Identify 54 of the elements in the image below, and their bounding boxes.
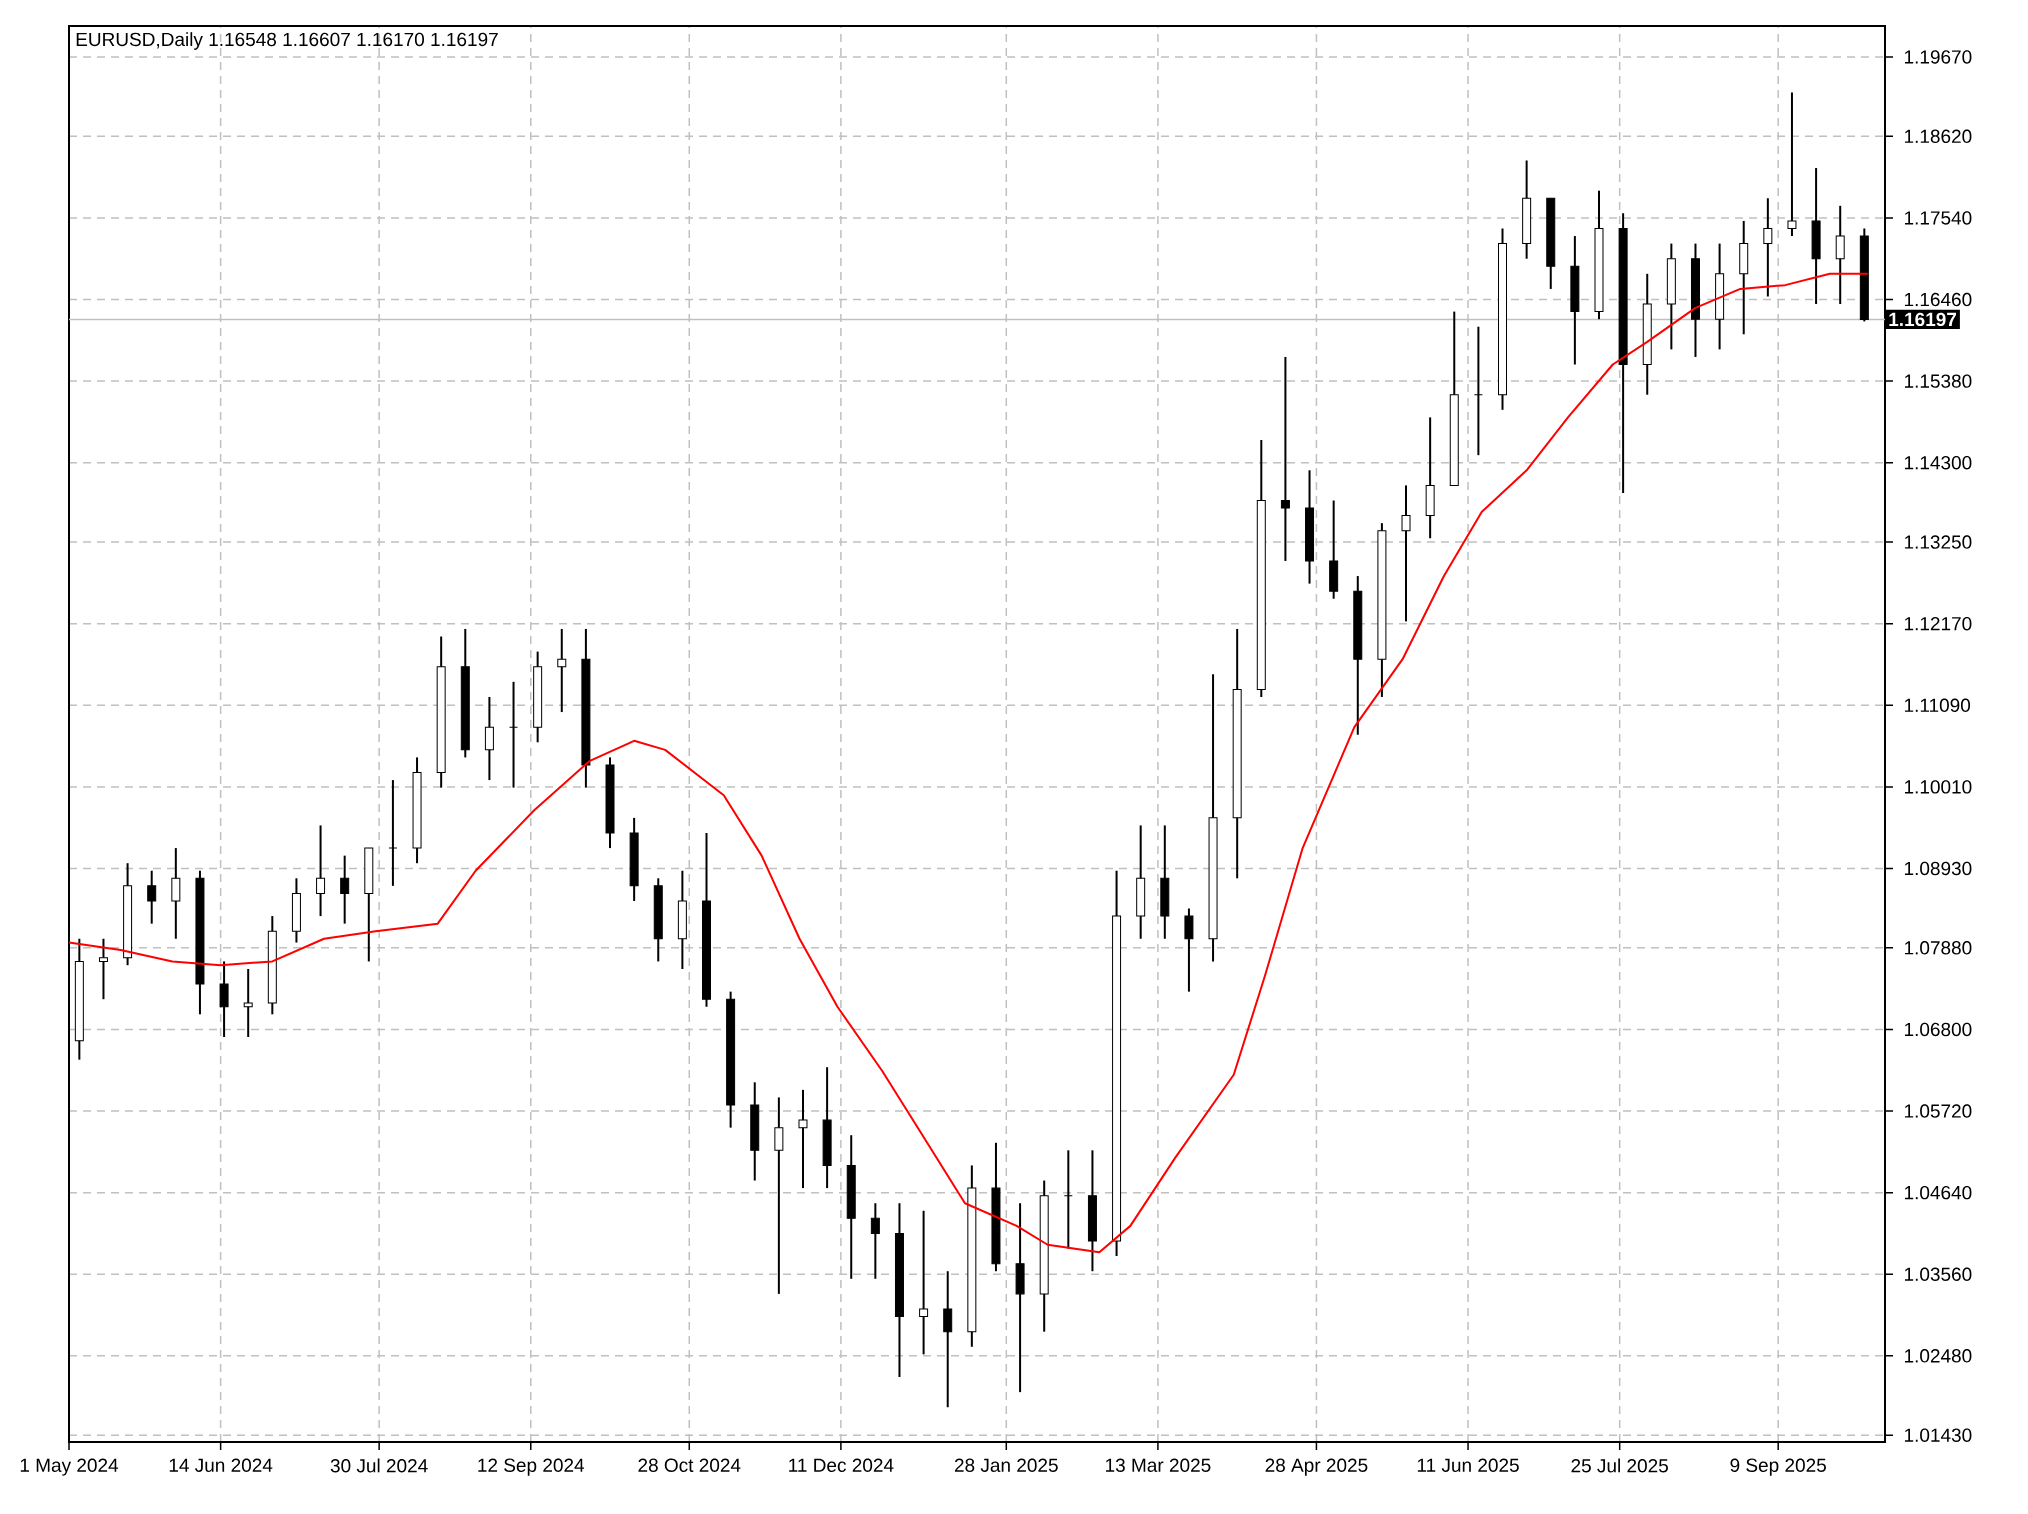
y-tick-label: 1.12170 bbox=[1904, 616, 1972, 631]
candlestick bbox=[1184, 907, 1194, 993]
candlestick bbox=[219, 960, 229, 1038]
x-tick-label: 14 Jun 2024 bbox=[169, 1458, 273, 1472]
ref-line-label: 1.16197 bbox=[1889, 312, 1957, 327]
y-tick-label: 1.15380 bbox=[1904, 374, 1972, 388]
x-tick-label: 25 Jul 2025 bbox=[1571, 1458, 1668, 1473]
y-tick-label: 1.11090 bbox=[1904, 698, 1971, 712]
candlestick bbox=[1401, 484, 1411, 623]
x-tick-label: 9 Sep 2025 bbox=[1730, 1458, 1826, 1476]
y-tick-label: 1.10010 bbox=[1904, 780, 1972, 794]
candlestick bbox=[484, 695, 494, 782]
y-tick-label: 1.17540 bbox=[1904, 211, 1972, 225]
y-tick-label: 1.01430 bbox=[1904, 1428, 1972, 1442]
candlestick bbox=[98, 937, 108, 1001]
y-tick-label: 1.07880 bbox=[1904, 941, 1972, 955]
y-tick-label: 1.18620 bbox=[1904, 129, 1972, 144]
y-tick-label: 1.19670 bbox=[1904, 50, 1972, 64]
candlestick bbox=[1787, 91, 1797, 238]
candlestick bbox=[1280, 355, 1290, 562]
y-tick-label: 1.04640 bbox=[1904, 1185, 1972, 1200]
candlestick bbox=[557, 627, 567, 714]
y-tick-label: 1.06800 bbox=[1904, 1022, 1972, 1037]
y-tick-label: 1.03560 bbox=[1904, 1267, 1972, 1281]
candlestick bbox=[919, 1209, 929, 1356]
y-tick-label: 1.08930 bbox=[1904, 861, 1972, 876]
candlestick bbox=[147, 869, 157, 925]
candlestick bbox=[243, 967, 253, 1038]
y-tick-label: 1.16460 bbox=[1904, 292, 1972, 307]
x-tick-label: 11 Jun 2025 bbox=[1417, 1458, 1519, 1472]
candlestick bbox=[943, 1270, 953, 1409]
candlestick bbox=[316, 824, 326, 918]
candlestick bbox=[870, 1202, 880, 1280]
chart-title: EURUSD,Daily 1.16548 1.16607 1.16170 1.16197 bbox=[76, 32, 498, 50]
y-tick-label: 1.14300 bbox=[1904, 455, 1972, 470]
candlestick bbox=[388, 779, 398, 887]
x-tick-label: 28 Oct 2024 bbox=[638, 1458, 741, 1472]
y-tick-label: 1.05720 bbox=[1904, 1104, 1972, 1118]
x-tick-label: 1 May 2024 bbox=[20, 1458, 119, 1476]
candlestick bbox=[774, 1096, 784, 1295]
y-tick-label: 1.13250 bbox=[1904, 535, 1972, 549]
candlestick bbox=[798, 1088, 808, 1190]
x-tick-label: 30 Jul 2024 bbox=[330, 1458, 428, 1473]
line-series bbox=[68, 272, 1869, 1254]
x-tick-label: 28 Apr 2025 bbox=[1265, 1458, 1368, 1476]
candlestick bbox=[340, 854, 350, 925]
candlestick bbox=[1835, 204, 1845, 306]
x-tick-label: 11 Dec 2024 bbox=[789, 1458, 894, 1472]
candlestick bbox=[1763, 197, 1773, 298]
x-tick-label: 28 Jan 2025 bbox=[954, 1458, 1058, 1472]
y-tick-label: 1.02480 bbox=[1904, 1349, 1972, 1363]
x-tick-label: 13 Mar 2025 bbox=[1106, 1458, 1211, 1472]
x-tick-label: 12 Sep 2024 bbox=[478, 1458, 585, 1476]
candlestick bbox=[171, 847, 181, 940]
